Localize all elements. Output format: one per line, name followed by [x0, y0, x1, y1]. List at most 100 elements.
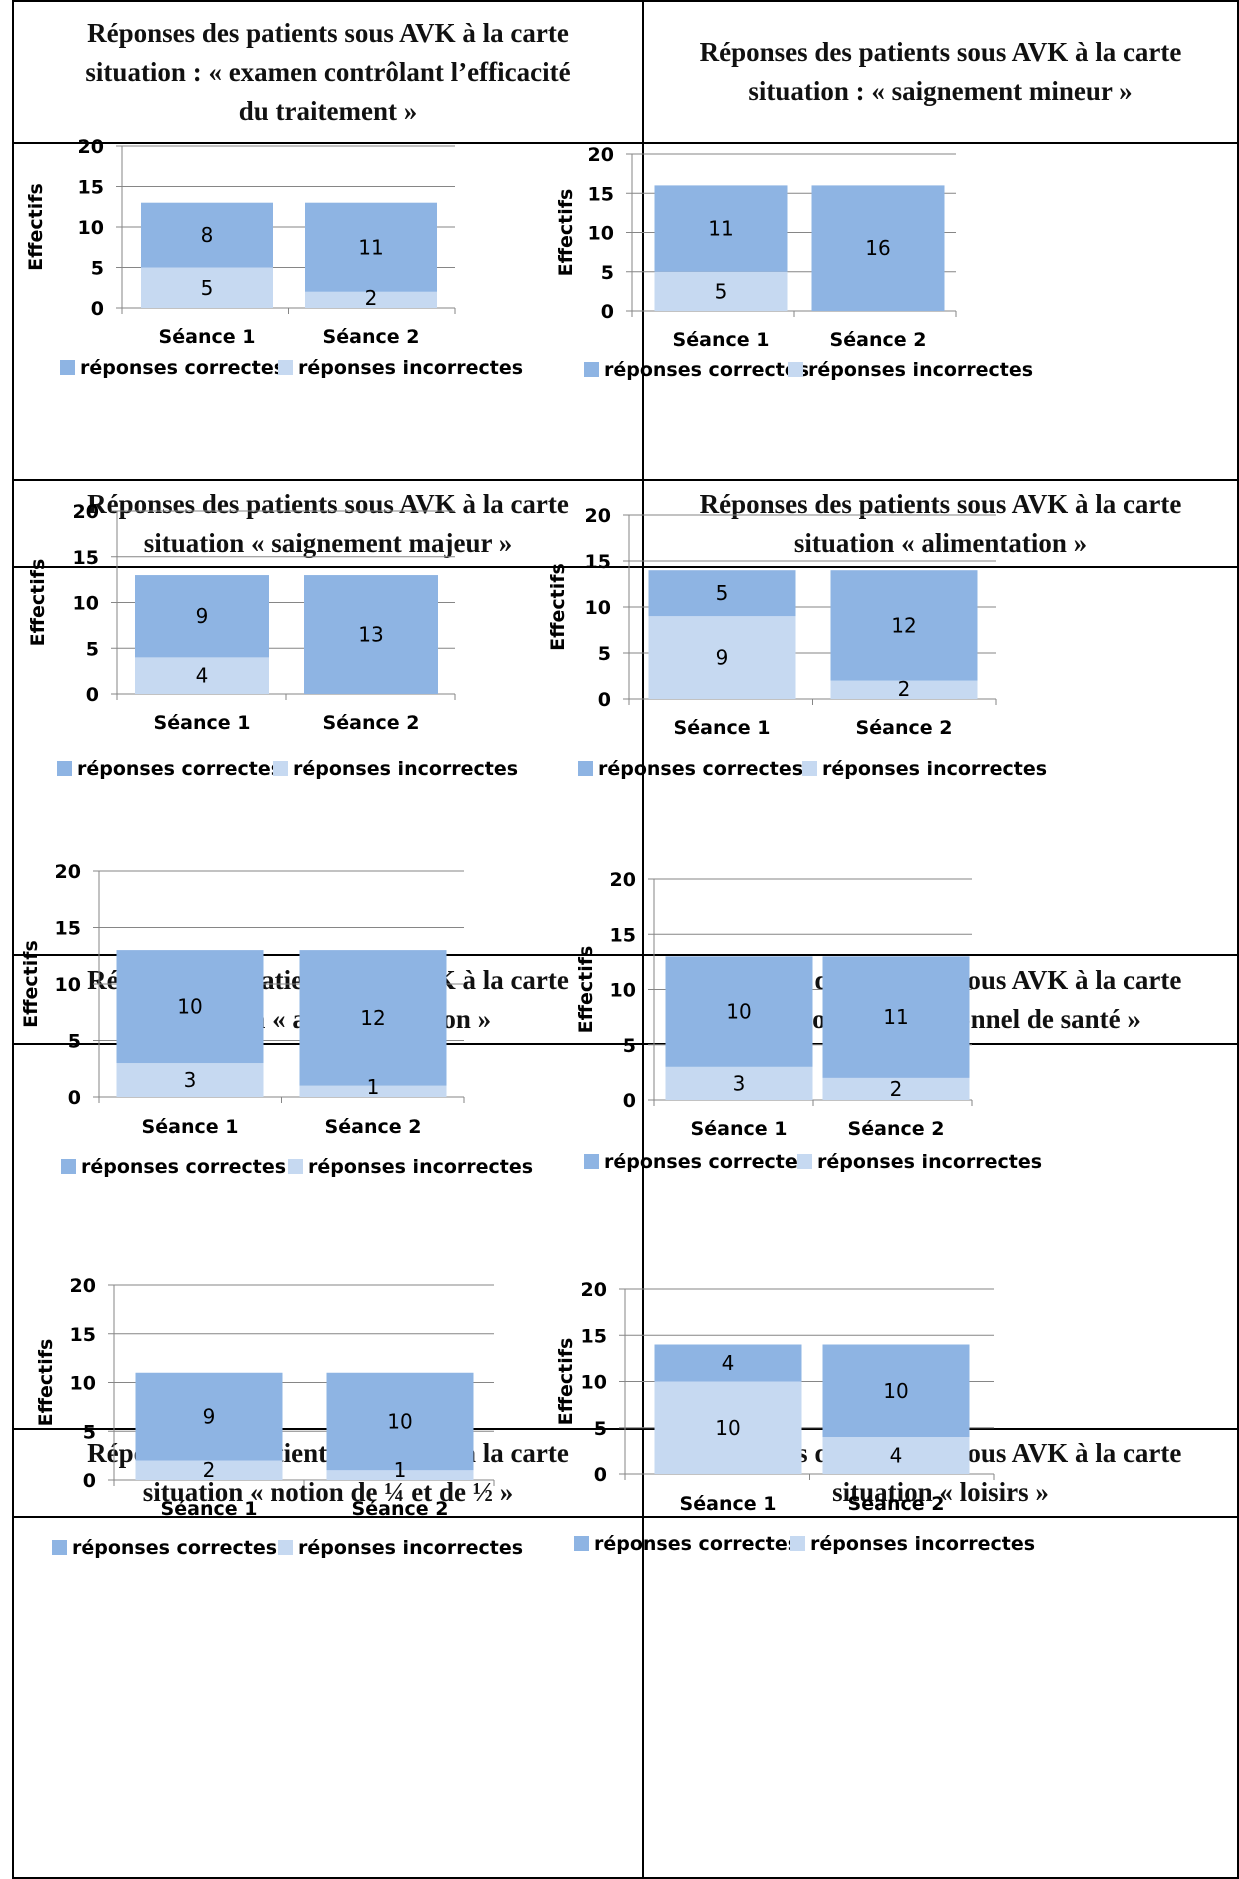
- bar-segment-correct: [135, 1372, 283, 1461]
- y-tick-label: 10: [73, 593, 99, 615]
- y-axis-title: Effectifs: [35, 1339, 57, 1427]
- bar-segment-incorrect: [830, 680, 978, 699]
- y-axis-title: Effectifs: [555, 1338, 577, 1426]
- y-tick-label: 10: [588, 223, 614, 245]
- legend-swatch: [788, 362, 803, 377]
- legend-label: réponses incorrectes: [817, 1151, 1042, 1173]
- legend-label: réponses correctes: [77, 758, 282, 780]
- legend-label: réponses incorrectes: [308, 1156, 533, 1178]
- bar-segment-correct: [116, 950, 264, 1064]
- legend-swatch: [288, 1159, 303, 1174]
- legend-swatch: [797, 1154, 812, 1169]
- data-label-incorrect: 5: [715, 279, 728, 303]
- legend-label: réponses correctes: [594, 1533, 799, 1555]
- chart-header-3: Réponses des patients sous AVK à la cart…: [14, 481, 642, 566]
- x-category-label: Séance 1: [154, 712, 251, 734]
- table-border-middle: [642, 0, 644, 1879]
- header-line: Réponses des patients sous AVK à la cart…: [699, 488, 1182, 519]
- header-line: Réponses des patients sous AVK à la cart…: [87, 17, 569, 48]
- bar-segment-incorrect: [648, 616, 796, 699]
- data-label-correct: 13: [358, 623, 383, 647]
- y-tick-label: 20: [55, 861, 81, 883]
- legend-swatch: [60, 360, 75, 375]
- data-label-incorrect: 2: [203, 1458, 216, 1482]
- chart-header-1: Réponses des patients sous AVK à la cart…: [14, 2, 642, 142]
- header-line: situation « saignement majeur »: [143, 527, 513, 558]
- x-category-label: Séance 2: [848, 1118, 945, 1140]
- y-tick-label: 10: [581, 1372, 607, 1394]
- y-tick-label: 15: [70, 1324, 96, 1346]
- y-tick-label: 5: [598, 643, 611, 665]
- y-tick-label: 5: [91, 258, 104, 280]
- data-label-incorrect: 5: [201, 276, 214, 300]
- y-tick-label: 10: [78, 217, 104, 239]
- bar-segment-correct: [141, 202, 273, 268]
- x-category-label: Séance 1: [159, 326, 256, 348]
- bar-segment-incorrect: [135, 657, 269, 694]
- y-axis-title: Effectifs: [555, 189, 577, 277]
- bar-segment-incorrect: [822, 1077, 970, 1100]
- y-tick-label: 10: [585, 597, 611, 619]
- legend-label: réponses incorrectes: [298, 357, 523, 379]
- x-category-label: Séance 1: [161, 1498, 258, 1520]
- y-tick-label: 15: [585, 551, 611, 573]
- data-label-incorrect: 1: [367, 1075, 380, 1099]
- bar-segment-correct: [135, 575, 269, 658]
- data-label-incorrect: 10: [715, 1416, 740, 1440]
- header-line: Réponses des patients sous AVK à la cart…: [87, 488, 569, 519]
- table-divider-2: [12, 479, 1239, 481]
- x-category-label: Séance 1: [142, 1116, 239, 1138]
- y-tick-label: 0: [623, 1090, 636, 1112]
- header-line: situation : « saignement mineur »: [748, 76, 1133, 106]
- y-tick-label: 5: [83, 1421, 96, 1443]
- bar-segment-correct: [830, 570, 978, 681]
- legend-swatch: [802, 761, 817, 776]
- x-category-label: Séance 2: [856, 717, 953, 739]
- y-tick-label: 0: [68, 1087, 81, 1109]
- header-line: situation « alimentation »: [793, 527, 1088, 558]
- y-tick-label: 20: [73, 501, 99, 523]
- y-tick-label: 15: [588, 183, 614, 205]
- y-tick-label: 20: [78, 136, 104, 158]
- stacked-bar-chart: 0 5 10 15 20 Effectifs 3 10 Séance 1 2 11 Séance 2 r…: [575, 869, 1042, 1173]
- y-axis-title: Effectifs: [27, 559, 49, 647]
- header-line: situation « loisirs »: [832, 1477, 1049, 1507]
- x-category-label: Séance 2: [830, 329, 927, 351]
- bar-segment-correct: [299, 950, 447, 1086]
- bar-segment-correct: [304, 575, 438, 694]
- header-line: Réponses des patients sous AVK à la cart…: [699, 37, 1182, 67]
- x-category-label: Séance 1: [691, 1118, 788, 1140]
- header-line: du traitement »: [238, 95, 418, 126]
- bar-segment-correct: [811, 185, 945, 311]
- stacked-bar-chart: 0 5 10 15 20 Effectifs 3 10 Séance 1 1 12 Séance 2 r…: [20, 861, 533, 1178]
- legend-label: réponses correctes: [604, 1151, 809, 1173]
- table-divider-3: [12, 566, 1239, 568]
- y-axis-title: Effectifs: [20, 940, 42, 1028]
- y-tick-label: 0: [86, 684, 99, 706]
- stacked-bar-chart: 0 5 10 15 20 Effectifs 4 9 Séance 1 13 Séance 2 rép…: [27, 501, 518, 780]
- legend-swatch: [584, 1154, 599, 1169]
- y-tick-label: 15: [610, 924, 636, 946]
- legend-label: réponses incorrectes: [810, 1533, 1035, 1555]
- x-category-label: Séance 2: [352, 1498, 449, 1520]
- legend-swatch: [790, 1536, 805, 1551]
- bar-segment-correct: [648, 570, 796, 617]
- data-label-incorrect: 2: [365, 286, 378, 310]
- y-tick-label: 5: [601, 262, 614, 284]
- legend-label: réponses incorrectes: [293, 758, 518, 780]
- y-tick-label: 0: [594, 1464, 607, 1486]
- data-label-correct: 9: [203, 1405, 216, 1429]
- data-label-correct: 12: [891, 613, 916, 637]
- data-label-correct: 11: [358, 235, 383, 259]
- x-category-label: Séance 1: [680, 1493, 777, 1515]
- y-tick-label: 5: [86, 638, 99, 660]
- data-label-correct: 10: [387, 1410, 412, 1434]
- legend-label: réponses correctes: [604, 359, 809, 381]
- legend-label: réponses correctes: [81, 1156, 286, 1178]
- x-category-label: Séance 2: [323, 326, 420, 348]
- legend-swatch: [57, 761, 72, 776]
- legend-swatch: [574, 1536, 589, 1551]
- x-category-label: Séance 2: [323, 712, 420, 734]
- data-label-correct: 11: [883, 1005, 908, 1029]
